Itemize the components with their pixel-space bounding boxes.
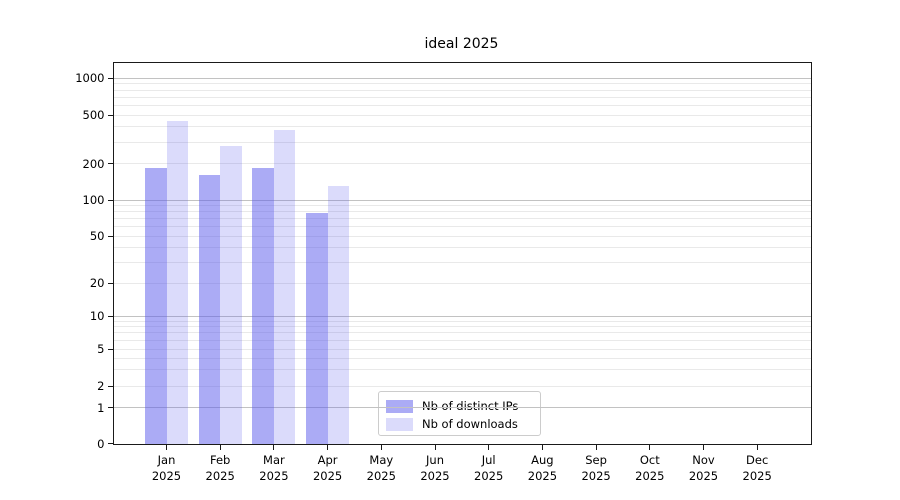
legend-item-distinct-ips: Nb of distinct IPs <box>386 397 540 415</box>
gridline-minor <box>112 211 811 213</box>
y-tickmark <box>107 77 113 79</box>
y-tickmark <box>107 163 113 164</box>
x-tick-label: Jan 2025 <box>151 453 182 483</box>
x-tickmark <box>166 445 167 450</box>
gridline-minor <box>112 83 811 85</box>
bar-downloads <box>273 130 296 444</box>
gridline-major <box>112 199 811 201</box>
gridline-minor <box>112 126 811 128</box>
bar-downloads <box>220 146 242 444</box>
x-tickmark <box>273 445 275 450</box>
y-tick-label: 1000 <box>75 71 105 86</box>
gridline-minor <box>112 218 811 220</box>
x-tick-label: Mar 2025 <box>259 453 289 483</box>
y-tick-label: 5 <box>97 342 105 356</box>
gridline-minor <box>112 89 811 91</box>
gridline-minor <box>112 204 811 206</box>
gridline-minor <box>112 114 811 116</box>
gridline-minor <box>112 339 811 341</box>
y-tickmark <box>107 199 113 201</box>
legend-item-downloads: Nb of downloads <box>386 415 540 433</box>
gridline-minor <box>112 326 811 328</box>
x-tickmark <box>649 445 651 450</box>
x-tickmark <box>380 445 382 450</box>
legend-swatch-downloads <box>386 417 413 431</box>
gridline-minor <box>112 320 811 322</box>
x-tick-label: Sep 2025 <box>581 453 611 483</box>
legend: Nb of distinct IPs Nb of downloads <box>378 391 541 436</box>
x-tickmark <box>327 445 329 450</box>
x-tickmark <box>488 445 490 450</box>
y-tick-label: 50 <box>89 229 105 243</box>
x-tick-label: Oct 2025 <box>635 453 665 483</box>
y-tickmark <box>107 407 113 408</box>
bar-downloads <box>166 120 188 444</box>
x-tick-label: Dec 2025 <box>742 453 772 483</box>
x-tick-label: Nov 2025 <box>688 453 719 483</box>
axis-spine-right <box>810 62 812 445</box>
gridline-major <box>112 407 811 408</box>
x-tick-label: Aug 2025 <box>527 453 558 483</box>
x-tick-label: Jul 2025 <box>474 453 504 483</box>
y-tick-label: 200 <box>82 156 105 171</box>
gridline-minor <box>112 385 811 387</box>
gridline-minor <box>112 246 811 248</box>
y-tickmark <box>107 282 113 284</box>
bar-distinct-ips <box>198 174 221 444</box>
chart-title: ideal 2025 <box>424 36 499 52</box>
gridline-major <box>112 77 811 79</box>
axis-spine-left <box>112 62 114 445</box>
gridline-minor <box>112 96 811 98</box>
x-tickmark <box>541 445 543 450</box>
legend-label: Nb of downloads <box>422 417 518 431</box>
x-tick-label: Feb 2025 <box>205 453 235 483</box>
legend-label: Nb of distinct IPs <box>422 399 519 413</box>
y-tick-label: 1 <box>97 400 105 415</box>
bar-downloads <box>327 186 350 444</box>
x-tickmark <box>434 445 436 450</box>
axis-spine-bottom <box>112 444 812 445</box>
gridline-minor <box>112 235 811 237</box>
bar-distinct-ips <box>252 168 274 444</box>
x-tickmark <box>219 445 221 450</box>
y-tick-label: 100 <box>82 193 105 207</box>
gridline-minor <box>112 357 811 359</box>
gridline-minor <box>112 261 811 263</box>
y-tickmark <box>107 315 113 317</box>
gridline-minor <box>112 332 811 334</box>
gridline-major <box>112 315 811 317</box>
axis-spine-top <box>112 62 812 63</box>
gridline-minor <box>112 163 811 164</box>
gridline-minor <box>112 282 811 284</box>
y-tick-label: 10 <box>89 309 105 323</box>
y-tickmark <box>107 235 113 237</box>
x-tickmark <box>595 445 597 450</box>
x-tickmark <box>756 445 758 450</box>
gridline-minor <box>112 348 811 350</box>
gridline-minor <box>112 141 811 143</box>
bar-distinct-ips <box>306 212 328 444</box>
x-tick-label: Jun 2025 <box>420 453 450 483</box>
y-tickmark <box>107 114 113 116</box>
y-tickmark <box>107 443 113 444</box>
legend-swatch-distinct-ips <box>386 399 413 413</box>
y-tickmark <box>107 348 113 350</box>
bar-distinct-ips <box>145 167 167 444</box>
gridline-minor <box>112 104 811 106</box>
x-tick-label: Apr 2025 <box>312 453 343 483</box>
gridline-minor <box>112 369 811 371</box>
y-tick-label: 20 <box>89 276 105 290</box>
y-tickmark <box>107 385 113 387</box>
y-tick-label: 0 <box>97 436 105 451</box>
y-tick-label: 2 <box>97 379 105 393</box>
x-tickmark <box>703 445 704 450</box>
y-tick-label: 500 <box>82 108 105 122</box>
x-tick-label: May 2025 <box>366 453 396 483</box>
gridline-minor <box>112 226 811 228</box>
